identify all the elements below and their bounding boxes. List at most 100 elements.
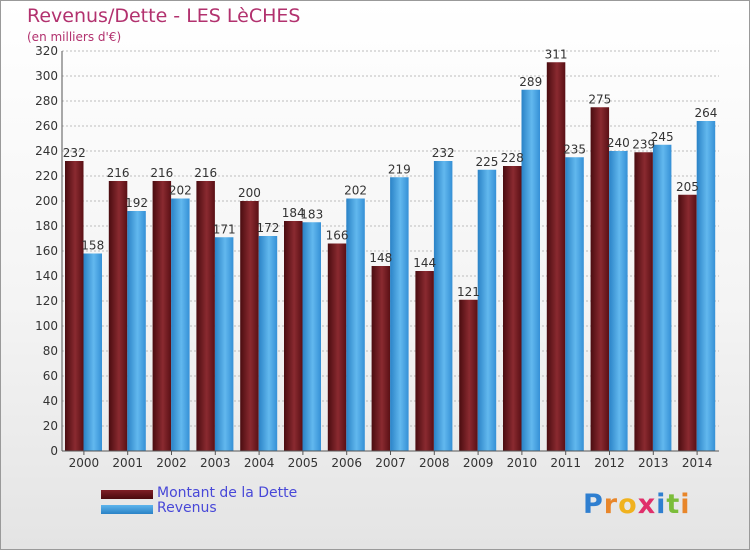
x-tick-label: 2014 (682, 456, 713, 470)
data-label: 171 (213, 222, 236, 236)
data-label: 216 (150, 166, 173, 180)
data-label: 200 (238, 186, 261, 200)
y-tick-label: 100 (35, 319, 58, 333)
data-label: 202 (169, 184, 192, 198)
chart-title: Revenus/Dette - LES LèCHES (27, 5, 301, 27)
bar-revenus (521, 89, 540, 451)
x-tick-label: 2012 (594, 456, 625, 470)
y-tick-label: 300 (35, 69, 58, 83)
data-label: 239 (632, 137, 655, 151)
data-label: 219 (388, 162, 411, 176)
bar-dette (284, 221, 303, 451)
bar-dette (590, 107, 610, 451)
y-tick-label: 160 (35, 244, 58, 258)
bar-dette (327, 243, 347, 451)
bar-dette (459, 299, 478, 451)
y-tick-label: 200 (35, 194, 58, 208)
bar-dette (678, 194, 697, 451)
y-tick-label: 220 (35, 169, 58, 183)
x-tick-label: 2002 (156, 456, 187, 470)
data-label: 172 (256, 221, 279, 235)
y-tick-label: 40 (43, 394, 58, 408)
y-tick-label: 240 (35, 144, 58, 158)
data-label: 311 (545, 47, 568, 61)
y-tick-label: 120 (35, 294, 58, 308)
data-label: 245 (651, 130, 674, 144)
x-tick-label: 2013 (638, 456, 669, 470)
x-tick-label: 2000 (69, 456, 100, 470)
bar-revenus (652, 144, 672, 451)
bar-dette (503, 166, 522, 451)
bar-revenus (477, 169, 497, 451)
logo-letter: i (680, 489, 691, 520)
y-tick-label: 60 (43, 369, 58, 383)
bar-revenus (433, 161, 453, 451)
data-label: 275 (588, 92, 611, 106)
bar-revenus (346, 198, 365, 451)
y-tick-label: 0 (50, 444, 58, 458)
data-label: 202 (344, 184, 367, 198)
data-label: 235 (563, 142, 586, 156)
bar-revenus (83, 253, 102, 451)
bar-dette (634, 152, 653, 451)
y-tick-label: 140 (35, 269, 58, 283)
logo-letter: i (656, 489, 667, 520)
data-label: 121 (457, 285, 480, 299)
x-tick-label: 2009 (463, 456, 494, 470)
logo-letter: P (583, 489, 604, 520)
y-tick-label: 180 (35, 219, 58, 233)
y-tick-label: 80 (43, 344, 58, 358)
bar-dette (152, 181, 172, 451)
data-label: 289 (519, 75, 542, 89)
data-label: 232 (432, 146, 455, 160)
bar-dette (196, 181, 215, 451)
y-tick-label: 260 (35, 119, 58, 133)
x-tick-label: 2004 (244, 456, 275, 470)
x-tick-label: 2011 (550, 456, 581, 470)
logo-letter: r (603, 489, 619, 520)
proxiti-logo: Proxiti (583, 489, 691, 520)
data-label: 232 (63, 146, 86, 160)
bar-revenus (258, 236, 278, 451)
bar-dette (546, 62, 566, 451)
data-label: 216 (194, 166, 217, 180)
bar-revenus (127, 211, 146, 451)
data-label: 148 (369, 251, 392, 265)
bar-revenus (390, 177, 409, 451)
legend-label-revenus: Revenus (157, 500, 217, 516)
bar-revenus (696, 121, 716, 451)
x-tick-label: 2007 (375, 456, 406, 470)
data-label: 183 (300, 207, 323, 221)
logo-letter: x (637, 489, 657, 520)
bar-revenus (565, 157, 584, 451)
bar-revenus (609, 151, 628, 451)
legend-swatch-revenus (101, 505, 153, 514)
data-label: 240 (607, 136, 630, 150)
bar-revenus (171, 198, 190, 451)
legend-swatch-debt (101, 490, 153, 499)
bar-dette (240, 201, 259, 451)
data-label: 264 (694, 106, 717, 120)
x-tick-label: 2003 (200, 456, 231, 470)
bar-dette (108, 181, 128, 451)
logo-letter: o (618, 489, 638, 520)
y-tick-label: 280 (35, 94, 58, 108)
bar-revenus (214, 237, 234, 451)
data-label: 205 (676, 180, 699, 194)
y-tick-label: 20 (43, 419, 58, 433)
x-tick-label: 2010 (507, 456, 538, 470)
bar-dette (415, 271, 434, 451)
x-tick-label: 2005 (288, 456, 319, 470)
bar-dette (371, 266, 391, 451)
bar-dette (65, 161, 84, 451)
data-label: 216 (107, 166, 130, 180)
data-label: 228 (501, 151, 524, 165)
x-tick-label: 2006 (331, 456, 362, 470)
y-tick-label: 320 (35, 44, 58, 58)
data-label: 166 (326, 229, 349, 243)
legend-label-debt: Montant de la Dette (157, 485, 298, 501)
x-tick-label: 2008 (419, 456, 450, 470)
logo-letter: t (666, 489, 681, 520)
